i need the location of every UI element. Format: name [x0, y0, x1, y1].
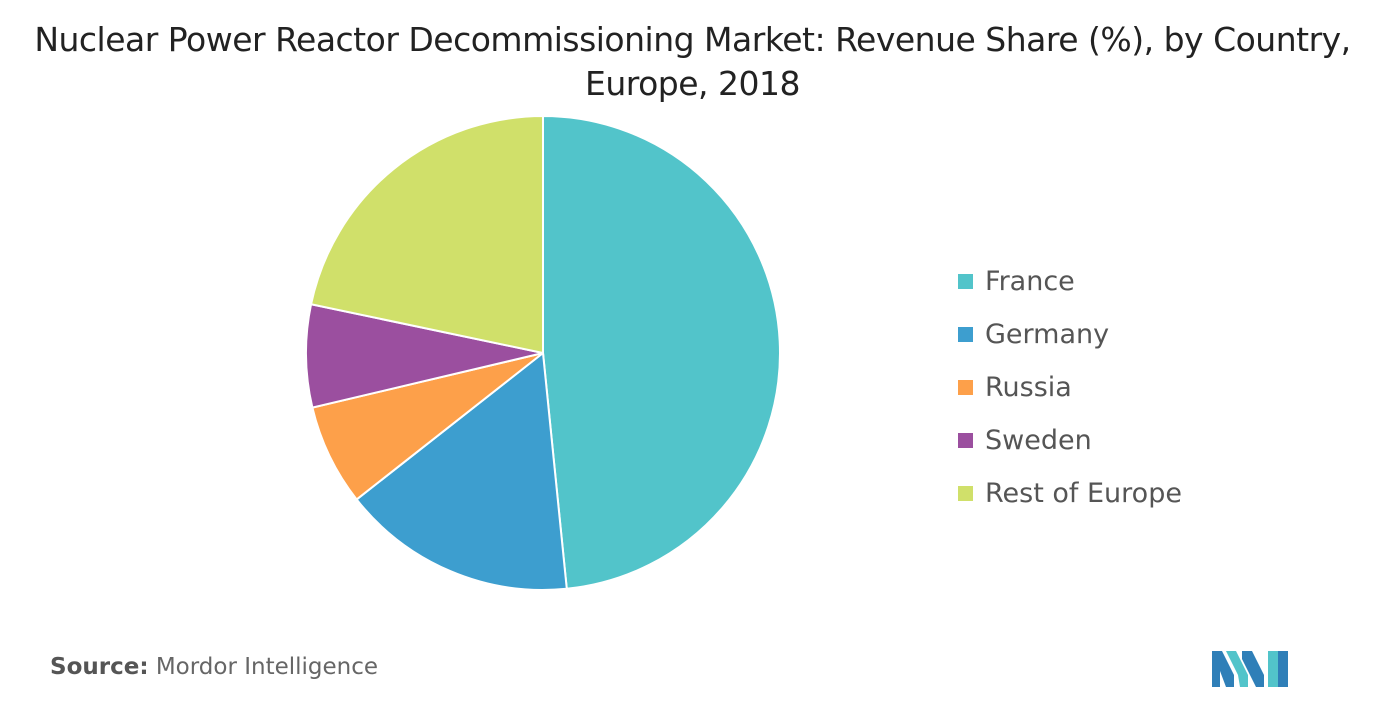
pie-slice-sweden	[305, 303, 544, 409]
legend-swatch	[958, 327, 973, 342]
legend-item: Sweden	[958, 414, 1182, 467]
legend-item: Rest of Europe	[958, 467, 1182, 520]
legend-swatch	[958, 274, 973, 289]
pie-slice-rest-of-europe	[309, 114, 544, 355]
legend-label: Sweden	[985, 425, 1092, 456]
source-note: Source: Mordor Intelligence	[50, 654, 378, 680]
legend-swatch	[958, 380, 973, 395]
legend-item: Germany	[958, 308, 1182, 361]
legend-label: Germany	[985, 319, 1110, 350]
source-label: Source:	[50, 654, 149, 680]
legend-label: France	[985, 266, 1075, 297]
mordor-intelligence-logo	[1212, 651, 1288, 687]
legend-swatch	[958, 486, 973, 501]
legend-label: Rest of Europe	[985, 478, 1182, 509]
pie-slice-france	[542, 114, 781, 590]
chart-title: Nuclear Power Reactor Decommissioning Ma…	[34, 20, 1351, 103]
legend-swatch	[958, 433, 973, 448]
pie-slice-russia	[311, 352, 544, 501]
legend-item: Russia	[958, 361, 1182, 414]
legend: France Germany Russia Sweden Rest of Europe	[958, 255, 1182, 520]
legend-item: France	[958, 255, 1182, 308]
source-text: Mordor Intelligence	[155, 654, 379, 680]
pie-slice-germany	[355, 351, 568, 591]
legend-label: Russia	[985, 372, 1072, 403]
